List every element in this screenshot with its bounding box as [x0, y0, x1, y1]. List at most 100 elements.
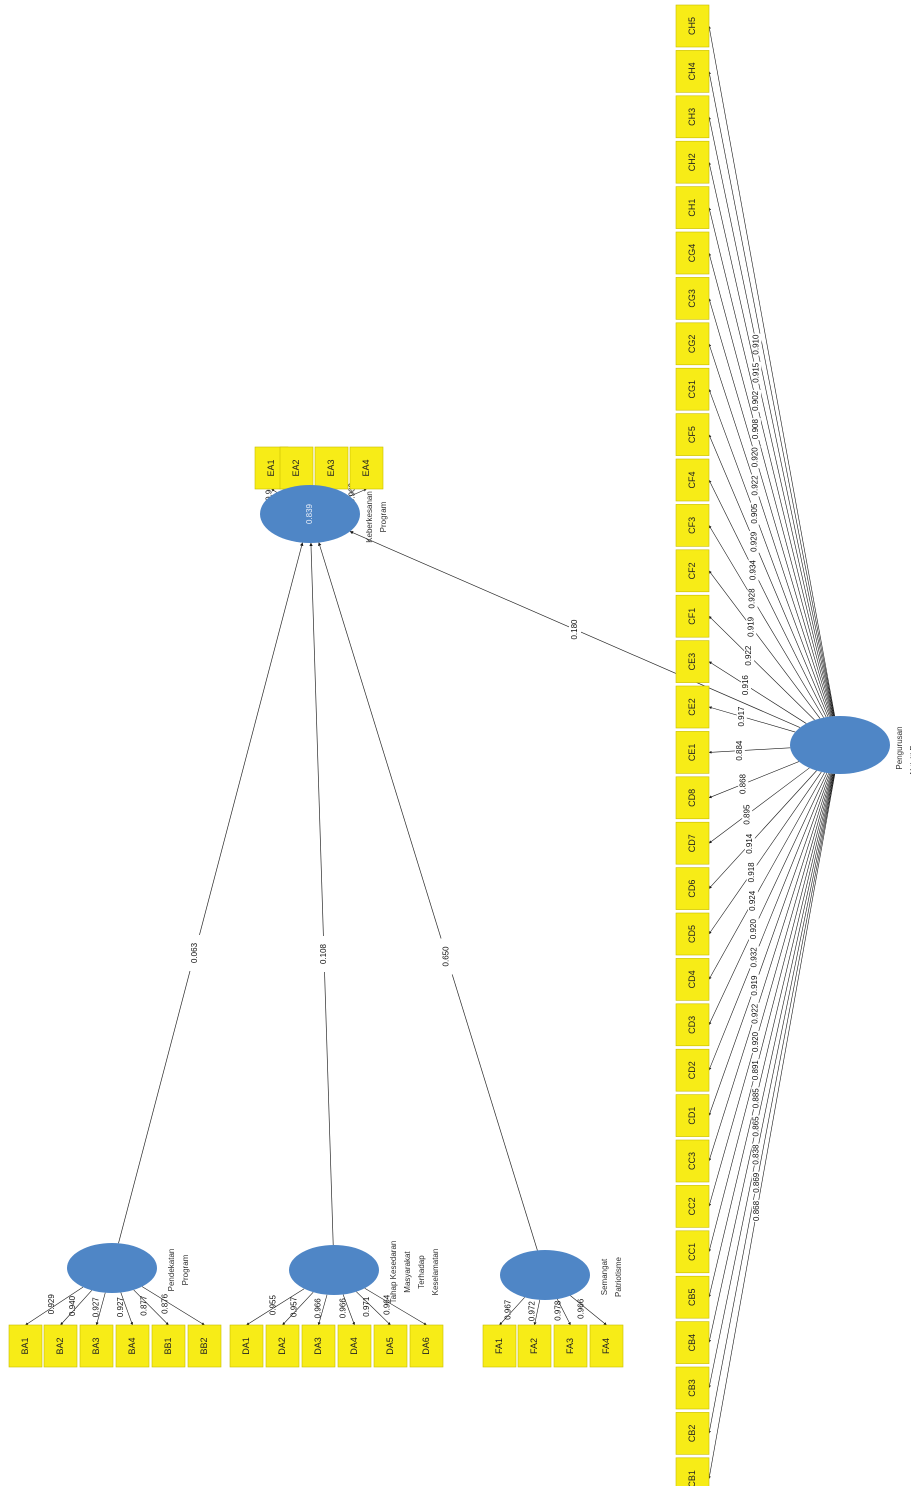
construct-keberkesanan-program: 0.839 Keberkesanan Program: [260, 485, 388, 543]
loading-line: [708, 479, 827, 718]
indicator-label: CD4: [687, 970, 697, 988]
loading-value: 0.868: [752, 1200, 761, 1221]
indicator-label: EA1: [266, 459, 276, 476]
loading-value: 0.967: [503, 1299, 512, 1320]
path-sp-to-kp: [318, 542, 538, 1251]
loading-value: 0.972: [528, 1301, 537, 1322]
loading-line: [570, 1295, 607, 1326]
loading-value: 0.905: [750, 503, 759, 524]
loading-line: [708, 773, 834, 1343]
construct-name-line: Aktiviti Program: [909, 720, 911, 776]
loading-value: 0.884: [735, 740, 744, 761]
loading-value: 0.932: [750, 947, 759, 968]
indicator-cc3: CC3: [675, 1139, 710, 1183]
path-coefficient-text: 0.180: [570, 619, 579, 640]
indicator-bb2: BB2: [187, 1324, 222, 1368]
indicator-label: CD8: [687, 789, 697, 807]
indicator-label: CD5: [687, 925, 697, 943]
loading-line: [708, 773, 835, 1434]
indicator-label: BA4: [127, 1337, 137, 1354]
loading-line: [95, 1292, 106, 1326]
loading-value: 0.924: [748, 890, 757, 911]
indicator-label: FA2: [529, 1338, 539, 1354]
loading-line: [556, 1298, 571, 1326]
indicator-fa4: FA4: [589, 1324, 624, 1368]
construct-name-line: Masyarakat: [403, 1251, 412, 1293]
indicator-ba3: BA3: [79, 1324, 114, 1368]
loading-value: 0.960: [264, 480, 273, 501]
loading-value: 0.895: [742, 804, 751, 825]
indicator-label: CB2: [687, 1425, 697, 1443]
indicator-label: CB5: [687, 1288, 697, 1306]
indicator-label: CD6: [687, 880, 697, 898]
loading-value: 0.916: [741, 675, 750, 696]
indicator-label: CG4: [687, 244, 697, 263]
loading-line: [708, 661, 807, 724]
loading-value-group: 0.915: [751, 361, 762, 384]
loading-line: [708, 771, 822, 935]
indicator-label: CB3: [687, 1379, 697, 1397]
loading-value-group: 0.932: [749, 946, 760, 969]
indicator-boxes: EA1 EA2 EA3 EA4 BA1 BA2 BA3 BA4 BB1 BB2 DA1 DA2 DA3 D…: [8, 4, 710, 1486]
indicator-cg2: CG2: [675, 322, 710, 366]
loading-line: [60, 1290, 93, 1326]
indicator-cf1: CF1: [675, 594, 710, 638]
loading-value: 0.914: [745, 833, 754, 854]
indicator-ch4: CH4: [675, 50, 710, 93]
loading-line: [120, 1292, 133, 1326]
indicator-ba1: BA1: [8, 1324, 43, 1368]
indicator-cg4: CG4: [675, 231, 710, 275]
loading-value: 0.876: [160, 1293, 169, 1314]
indicator-label: CE1: [687, 744, 697, 762]
loading-line: [708, 772, 828, 1026]
loading-value: 0.919: [746, 616, 755, 637]
indicator-da2: DA2: [265, 1324, 300, 1368]
loading-value: 0.908: [751, 419, 760, 440]
indicator-fa3: FA3: [553, 1324, 588, 1368]
indicator-label: CF5: [687, 426, 697, 443]
indicator-cb1: CB1: [675, 1457, 710, 1486]
construct-name-line: Pendekatan: [167, 1249, 176, 1292]
indicator-fa1: FA1: [482, 1324, 517, 1368]
indicator-fa2: FA2: [517, 1324, 552, 1368]
loading-value-group: 0.929: [749, 530, 760, 553]
r-squared-value: 0.839: [305, 503, 314, 524]
indicator-cd3: CD3: [675, 1003, 710, 1047]
loading-value-group: 0.885: [751, 1087, 762, 1110]
loading-line: [708, 252, 833, 717]
indicator-cd2: CD2: [675, 1048, 710, 1092]
loading-value-group: 0.922: [750, 1002, 761, 1025]
indicator-label: CH4: [687, 62, 697, 80]
indicator-label: CH5: [687, 17, 697, 35]
indicator-label: CG1: [687, 380, 697, 399]
path-coefficient-label: 0.180: [569, 611, 581, 648]
indicator-ce1: CE1: [675, 731, 710, 774]
indicator-label: CD1: [687, 1107, 697, 1125]
loading-value-group: 0.868: [751, 1199, 762, 1222]
loading-line: [708, 761, 800, 799]
loading-line: [364, 1288, 427, 1326]
loading-value-group: 0.838: [751, 1143, 762, 1166]
loading-value: 0.877: [139, 1295, 148, 1316]
loading-line: [708, 773, 831, 1116]
indicator-label: EA3: [326, 459, 336, 476]
indicator-label: CC1: [687, 1243, 697, 1261]
loading-value-group: 0.922: [750, 474, 761, 497]
loading-line: [708, 706, 796, 733]
loading-value: 0.868: [738, 773, 747, 794]
indicator-cb4: CB4: [675, 1321, 710, 1364]
loading-value: 0.968: [347, 483, 356, 504]
indicator-da3: DA3: [301, 1324, 336, 1368]
loading-line: [533, 1299, 541, 1326]
loading-line: [708, 161, 834, 717]
indicator-cd8: CD8: [675, 776, 710, 820]
loading-value: 0.920: [751, 447, 760, 468]
indicator-cd1: CD1: [675, 1094, 710, 1137]
indicator-label: CE3: [687, 653, 697, 671]
indicator-label: EA2: [291, 459, 301, 476]
indicator-label: EA4: [361, 459, 371, 476]
loading-line: [708, 570, 821, 719]
loading-value: 0.966: [338, 1298, 347, 1319]
construct-name-line: Program: [181, 1254, 190, 1285]
indicator-ce3: CE3: [675, 640, 710, 683]
